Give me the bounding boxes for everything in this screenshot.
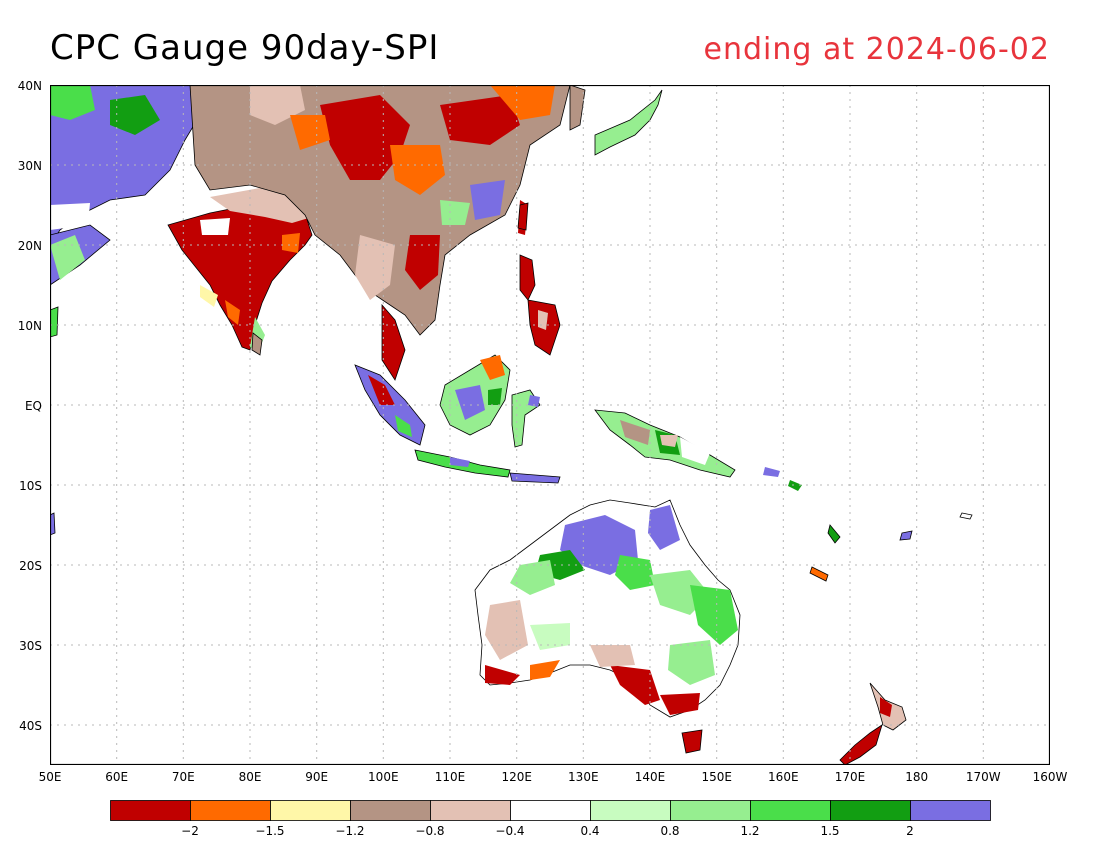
philippines-region: [519, 254, 561, 356]
lon-label-9: 140E: [634, 770, 666, 784]
lon-label-6: 110E: [434, 770, 466, 784]
lon-label-3: 80E: [238, 770, 262, 784]
lon-label-8: 130E: [568, 770, 599, 784]
new-guinea-region: [594, 409, 736, 478]
sumatra-region: [354, 364, 426, 446]
pacific-islands: [763, 467, 973, 582]
colorbar-swatch-0: [110, 800, 191, 821]
lon-label-14: 170W: [965, 770, 1001, 784]
taiwan: [517, 202, 529, 231]
new-zealand-region: [839, 682, 907, 765]
east-asia-region: [189, 85, 571, 381]
map-title: CPC Gauge 90day-SPI: [50, 28, 440, 68]
lon-label-4: 90E: [305, 770, 329, 784]
colorbar-swatch-8: [750, 800, 831, 821]
japan-region: [569, 85, 663, 156]
colorbar-label-0: −2: [181, 824, 199, 838]
lat-label-2: 20N: [17, 239, 42, 253]
colorbar-swatch-1: [190, 800, 271, 821]
java-region: [414, 449, 561, 484]
spi-colorbar: [110, 800, 991, 821]
lon-label-13: 180: [905, 770, 929, 784]
west-asia-region: [50, 85, 201, 338]
colorbar-swatch-3: [350, 800, 431, 821]
colorbar-label-4: −0.4: [495, 824, 525, 838]
colorbar-label-2: −1.2: [335, 824, 365, 838]
lat-label-1: 30N: [17, 159, 42, 173]
colorbar-swatch-5: [510, 800, 591, 821]
lon-label-5: 100E: [368, 770, 399, 784]
colorbar-swatch-9: [830, 800, 911, 821]
lat-label-6: 20S: [19, 559, 42, 573]
lon-label-0: 50E: [38, 770, 62, 784]
lat-label-0: 40N: [17, 79, 42, 93]
lon-label-11: 160E: [768, 770, 799, 784]
colorbar-swatch-7: [670, 800, 751, 821]
western-island: [50, 512, 56, 536]
lat-label-4: EQ: [24, 399, 42, 413]
map-end-date: ending at 2024-06-02: [703, 32, 1050, 67]
lat-label-8: 40S: [19, 719, 42, 733]
sulawesi-region: [511, 389, 541, 448]
colorbar-swatch-2: [270, 800, 351, 821]
map-gridlines: [50, 85, 1050, 765]
colorbar-swatch-6: [590, 800, 671, 821]
colorbar-label-8: 1.5: [820, 824, 840, 838]
lon-label-2: 70E: [171, 770, 195, 784]
lon-label-10: 150E: [701, 770, 732, 784]
lat-label-7: 30S: [19, 639, 42, 653]
spi-map: [50, 85, 1050, 765]
lat-label-3: 10N: [17, 319, 42, 333]
australia-region: [474, 499, 741, 718]
colorbar-label-9: 2: [906, 824, 914, 838]
sri-lanka: [251, 332, 263, 356]
colorbar-swatch-10: [910, 800, 991, 821]
borneo-region: [439, 354, 511, 436]
lon-label-1: 60E: [105, 770, 129, 784]
lon-label-15: 160W: [1032, 770, 1068, 784]
colorbar-label-6: 0.8: [660, 824, 680, 838]
lon-label-7: 120E: [501, 770, 532, 784]
india-region: [167, 187, 313, 353]
colorbar-label-5: 0.4: [580, 824, 600, 838]
lon-label-12: 170E: [834, 770, 866, 784]
colorbar-label-1: −1.5: [255, 824, 285, 838]
lat-label-5: 10S: [19, 479, 42, 493]
tasmania: [681, 729, 703, 754]
colorbar-label-3: −0.8: [415, 824, 445, 838]
colorbar-swatch-4: [430, 800, 511, 821]
colorbar-label-7: 1.2: [740, 824, 760, 838]
map-frame-border: [50, 85, 1050, 765]
